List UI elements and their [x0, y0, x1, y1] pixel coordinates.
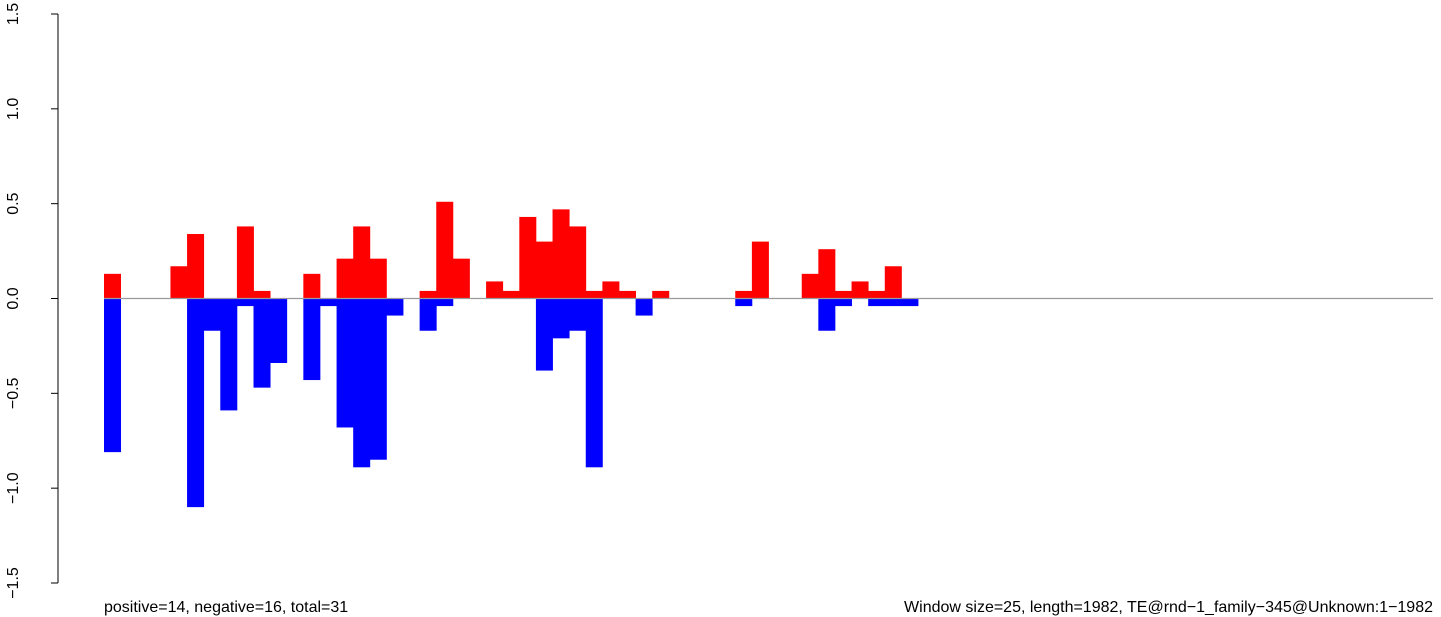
negative-bar — [270, 298, 288, 363]
positive-bar — [868, 290, 886, 299]
positive-bar — [602, 281, 620, 299]
positive-bar — [585, 290, 603, 299]
negative-bar — [253, 298, 271, 388]
negative-bars — [104, 298, 919, 508]
positive-bar — [104, 273, 122, 299]
positive-bar — [735, 290, 753, 299]
negative-bar — [386, 298, 404, 316]
negative-bar — [336, 298, 354, 428]
negative-bar — [303, 298, 321, 381]
footer-window-label: Window size=25, length=1982, TE@rnd−1_fa… — [904, 599, 1433, 616]
y-tick-label: −1.0 — [5, 472, 22, 504]
positive-bar — [170, 266, 188, 299]
y-tick-label: 1.5 — [5, 3, 22, 25]
positive-bar — [303, 273, 321, 299]
negative-bar — [569, 298, 587, 331]
positive-bar — [336, 258, 354, 299]
positive-bar — [419, 290, 437, 299]
footer-counts-label: positive=14, negative=16, total=31 — [104, 599, 348, 616]
positive-bar — [851, 281, 869, 299]
positive-bar — [486, 281, 504, 299]
positive-bar — [502, 290, 520, 299]
positive-bar — [552, 209, 570, 299]
positive-bar — [253, 290, 271, 299]
negative-bar — [203, 298, 221, 331]
y-axis: −1.5 −1.0 −0.5 0.0 0.5 1.0 1.5 — [5, 3, 59, 599]
y-tick-label: −0.5 — [5, 377, 22, 409]
negative-bar — [735, 298, 753, 307]
positive-bar — [801, 273, 819, 299]
negative-bar — [187, 298, 205, 508]
negative-bar — [236, 298, 254, 307]
positive-bar — [535, 241, 553, 299]
negative-bar — [104, 298, 122, 453]
y-tick-label: −1.5 — [5, 567, 22, 599]
positive-bar — [751, 241, 769, 299]
negative-bar — [369, 298, 387, 460]
negative-bar — [353, 298, 371, 468]
negative-bar — [220, 298, 238, 411]
negative-bar — [868, 298, 886, 307]
negative-bar — [834, 298, 852, 307]
positive-bar — [519, 216, 537, 299]
y-tick-label: 0.5 — [5, 192, 22, 214]
negative-bar — [901, 298, 919, 307]
positive-bar — [452, 258, 470, 299]
negative-bar — [535, 298, 553, 371]
positive-bars — [104, 201, 902, 299]
y-tick-label: 1.0 — [5, 98, 22, 120]
positive-bar — [652, 290, 670, 299]
positive-bar — [353, 226, 371, 299]
positive-bar — [236, 226, 254, 299]
positive-bar — [569, 226, 587, 299]
negative-bar — [585, 298, 603, 468]
negative-bar — [419, 298, 437, 331]
y-tick-label: 0.0 — [5, 287, 22, 309]
negative-bar — [884, 298, 902, 307]
negative-bar — [552, 298, 570, 339]
positive-bar — [369, 258, 387, 299]
negative-bar — [635, 298, 653, 316]
positive-bar — [187, 234, 205, 299]
negative-bar — [319, 298, 337, 307]
negative-bar — [436, 298, 454, 307]
positive-bar — [834, 290, 852, 299]
positive-bar — [818, 249, 836, 299]
negative-bar — [818, 298, 836, 331]
positive-bar — [436, 201, 454, 299]
positive-bar — [884, 266, 902, 299]
positive-bar — [618, 290, 636, 299]
